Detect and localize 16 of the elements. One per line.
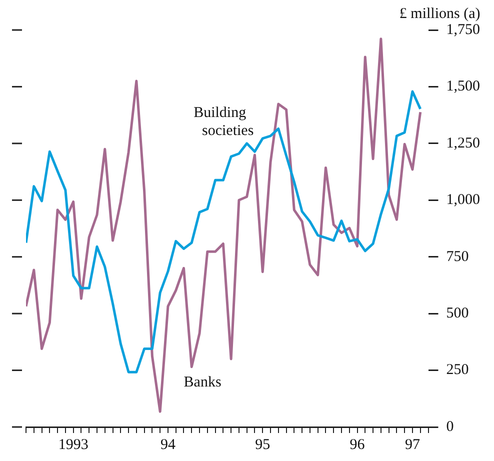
series-label: Banks [184, 374, 222, 391]
y-axis-title: £ millions (a) [399, 6, 480, 22]
y-tick-label: 1,250 [446, 135, 480, 152]
y-tick-label: 250 [446, 362, 469, 378]
y-tick-label: 1,750 [446, 22, 480, 38]
y-tick-label: 750 [446, 248, 469, 265]
x-tick-label: 96 [350, 436, 366, 453]
x-tick-label: 94 [160, 436, 176, 453]
y-tick-label: 500 [446, 306, 469, 322]
x-tick-label: 1993 [58, 436, 88, 453]
y-tick-label: 1,000 [446, 192, 480, 208]
series-label: Building societies [194, 104, 254, 139]
x-tick-label: 95 [255, 436, 270, 453]
y-tick-label: 1,500 [446, 78, 480, 95]
x-tick-label: 97 [404, 436, 420, 453]
y-tick-label: 0 [446, 418, 454, 435]
